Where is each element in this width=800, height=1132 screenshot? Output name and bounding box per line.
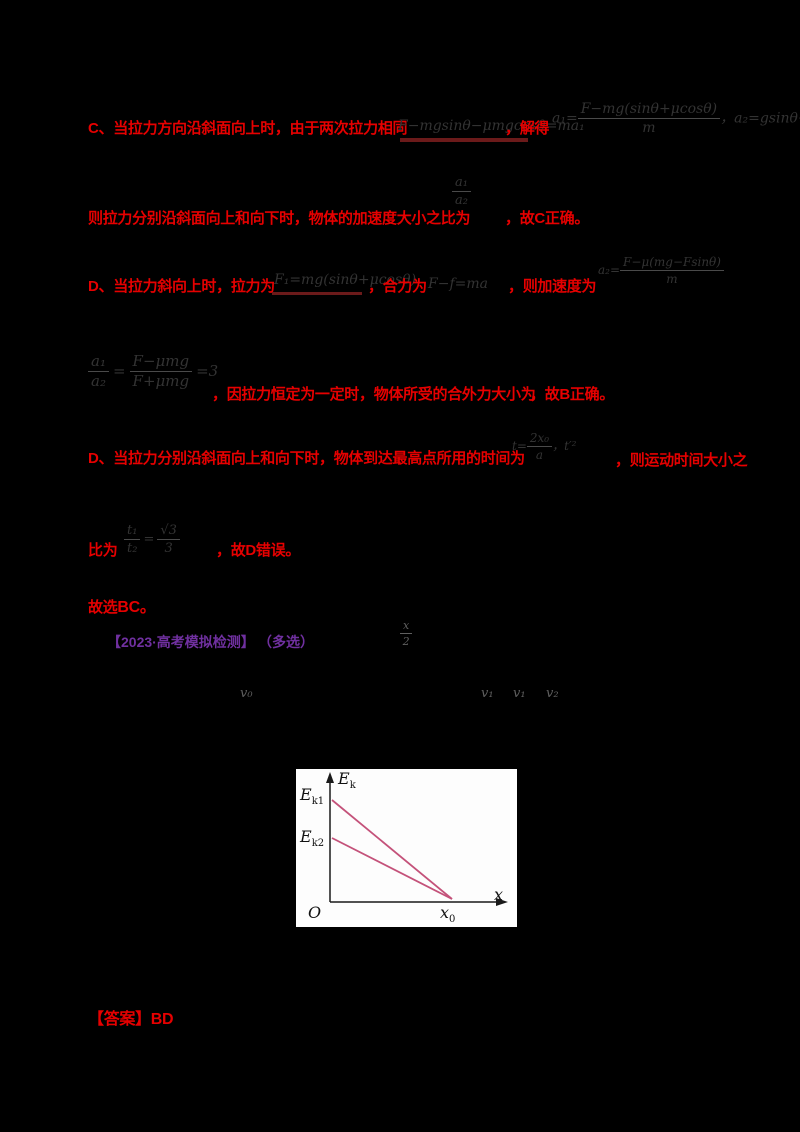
option-b-conclusion: ，故B正确。 bbox=[530, 386, 615, 403]
option-b-analysis-text: ，因拉力恒定为一定时，物体所受的合外力大小为 bbox=[212, 386, 536, 403]
option-c-analysis-text: 则拉力分别沿斜面向上和向下时，物体的加速度大小之比为 bbox=[88, 210, 471, 227]
option-d-analysis-text: ，合力为 bbox=[368, 278, 427, 295]
fraction-bar-artifact bbox=[272, 292, 362, 295]
option-d-conclusion: ，故D错误。 bbox=[216, 542, 301, 559]
formula-equation-block: t₁ t₂ = √3 3 bbox=[124, 524, 180, 555]
formula-fraction: a₂= F−μ(mg−Fsinθ) m bbox=[598, 256, 724, 285]
option-c-analysis-text: ，解得 bbox=[505, 120, 550, 137]
question-type-tag: （多选） bbox=[258, 634, 314, 650]
symbol-fragment: v₀ bbox=[240, 686, 253, 701]
option-d-analysis-text: ，则加速度为 bbox=[508, 278, 597, 295]
curve2-label: Ek2 bbox=[300, 827, 325, 850]
option-d-analysis-text: ，则运动时间大小之 bbox=[615, 452, 748, 469]
kinetic-energy-position-graph: Ek Ek1 Ek2 O x0 x bbox=[296, 769, 517, 927]
x-axis-label: x bbox=[494, 885, 504, 904]
formula-fragment: F₁=mg(sinθ+μcosθ) bbox=[274, 272, 417, 288]
formula-fragment: F−mgsinθ−μmgcosθ=ma₁ bbox=[398, 118, 585, 134]
formula-fragment: F−f=ma bbox=[428, 276, 488, 292]
formula-fraction: t= 2x₀ a ，t′² bbox=[512, 431, 577, 462]
question-source-tag: 【2023·高考模拟检测】 bbox=[107, 634, 255, 650]
option-c-analysis-text: C、当拉力方向沿斜面向上时，由于两次拉力相同 bbox=[88, 120, 408, 137]
formula-fraction: a₁ a₂ bbox=[452, 176, 471, 207]
formula-fragment: a₁=F−mg(sinθ+μcosθ)m，a₂=gsinθ+μgcosθ bbox=[552, 101, 800, 136]
symbol-fragment: v₁ bbox=[513, 686, 526, 701]
answer-label: 【答案】BD bbox=[88, 1011, 174, 1028]
fraction-bar-artifact bbox=[400, 138, 528, 142]
x0-tick-label: x0 bbox=[440, 903, 456, 926]
graph-canvas bbox=[326, 772, 508, 906]
option-c-conclusion: ，故C正确。 bbox=[505, 210, 590, 227]
origin-label: O bbox=[308, 903, 322, 922]
curve1-label: Ek1 bbox=[300, 785, 325, 808]
symbol-fragment: v₂ bbox=[546, 686, 559, 701]
formula-equation-block: a₁ a₂ = F−μmg F+μmg =3 bbox=[88, 354, 218, 389]
symbol-fragment: v₁ bbox=[481, 686, 494, 701]
option-d-analysis-text: D、当拉力分别沿斜面向上和向下时，物体到达最高点所用的时间为 bbox=[88, 450, 525, 467]
option-d-analysis-text: 比为 bbox=[88, 542, 118, 559]
option-d-analysis-text: D、当拉力斜向上时，拉力为 bbox=[88, 278, 275, 295]
y-axis-label: Ek bbox=[338, 769, 356, 792]
answer-statement: 故选BC。 bbox=[88, 599, 156, 616]
